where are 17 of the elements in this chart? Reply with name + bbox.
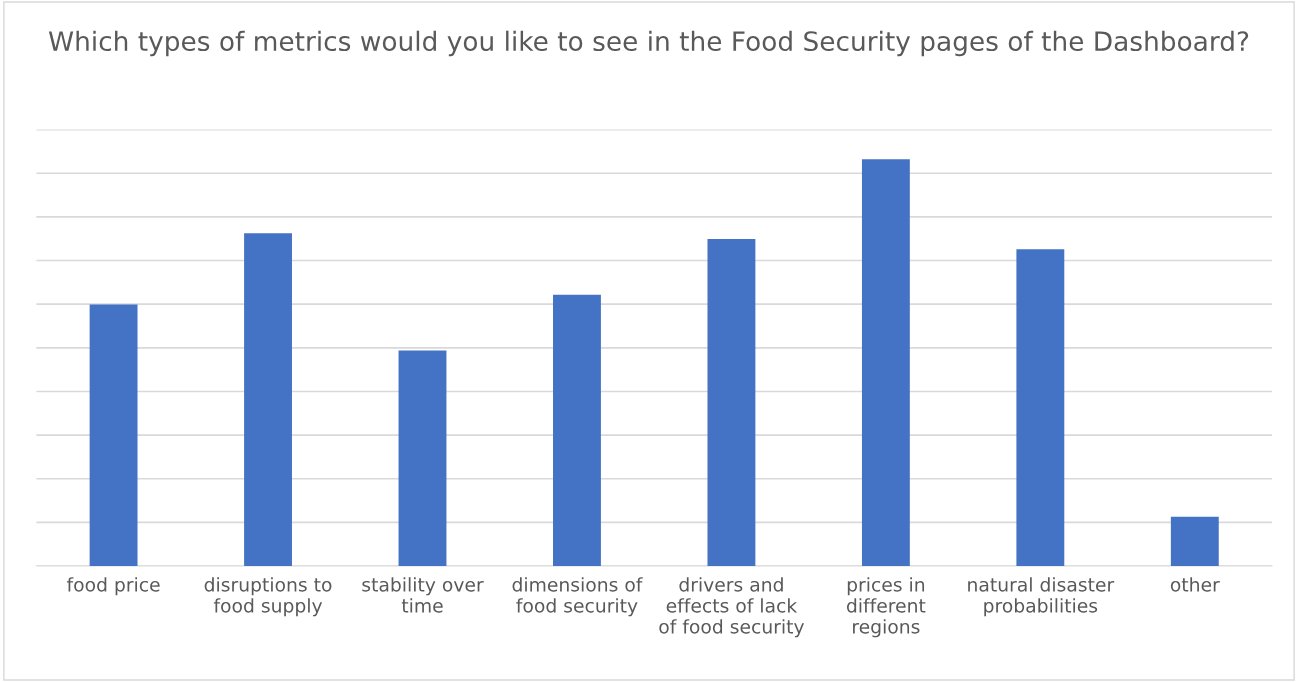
x-tick-label: other bbox=[1170, 577, 1220, 592]
bar bbox=[861, 159, 910, 567]
x-tick-label: natural disaster probabilities bbox=[968, 577, 1115, 617]
x-tick-label: prices in different regions bbox=[846, 577, 926, 638]
chart-title: Which types of metrics would you like to see in the Food Security pages of the Dashboard? bbox=[48, 30, 1249, 57]
bar bbox=[89, 304, 138, 567]
x-tick-label: drivers and effects of lack of food security bbox=[659, 577, 805, 638]
bar bbox=[1170, 516, 1219, 567]
x-tick-label: food price bbox=[66, 577, 160, 596]
x-tick-label: dimensions of food security bbox=[512, 577, 643, 617]
bar bbox=[398, 350, 447, 567]
x-tick-label: disruptions to food supply bbox=[204, 577, 332, 617]
x-tick-label: stability over time bbox=[362, 577, 484, 613]
bar bbox=[1016, 249, 1065, 567]
bar bbox=[707, 239, 756, 567]
bar bbox=[553, 294, 601, 567]
bar bbox=[244, 233, 292, 567]
